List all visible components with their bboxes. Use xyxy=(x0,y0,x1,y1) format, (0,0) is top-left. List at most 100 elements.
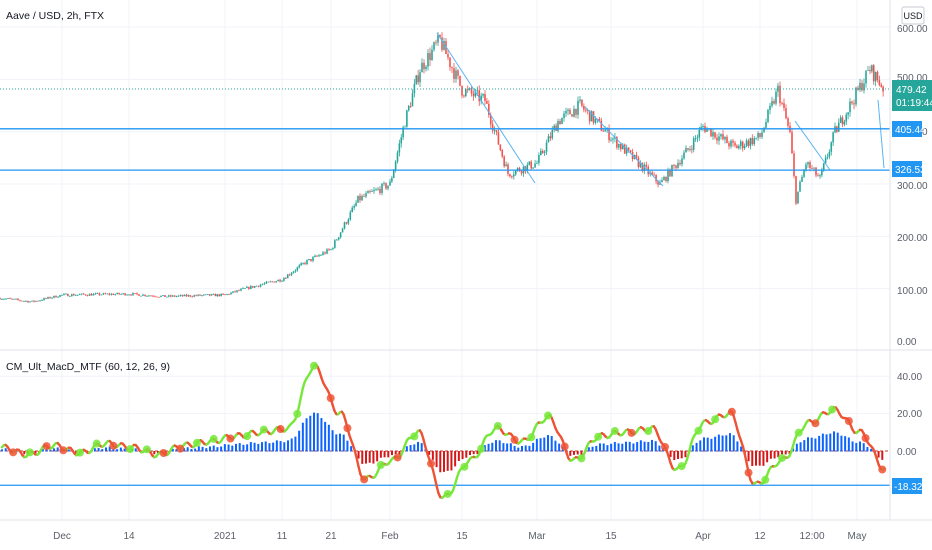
candle-body xyxy=(285,278,287,279)
candle-body xyxy=(511,176,513,178)
macd-histogram-bar xyxy=(231,445,234,452)
macd-histogram-bar xyxy=(736,441,739,452)
candle-body xyxy=(536,162,538,164)
candle-body xyxy=(488,103,490,116)
candle-body xyxy=(795,176,797,204)
candle-body xyxy=(114,294,117,295)
macd-histogram-bar xyxy=(119,447,122,452)
candle-body xyxy=(49,297,51,299)
candle-body xyxy=(657,181,659,185)
macd-histogram-bar xyxy=(387,451,390,458)
time-label-21: 21 xyxy=(325,531,337,542)
candle-body xyxy=(222,293,224,295)
macd-histogram-bar xyxy=(108,446,111,452)
candle-body xyxy=(803,169,805,177)
time-label-1200: 12:00 xyxy=(799,531,824,542)
candle-body xyxy=(459,75,461,86)
candle-body xyxy=(312,257,314,261)
candle-body xyxy=(261,284,264,285)
candle-body xyxy=(236,290,238,293)
current-price-tag xyxy=(892,80,932,111)
macd-histogram-bar xyxy=(755,451,757,466)
candle-body xyxy=(586,110,589,111)
candle-body xyxy=(55,295,57,298)
macd-cross-dot xyxy=(627,428,636,437)
candle-body xyxy=(486,101,488,104)
candle-body xyxy=(88,293,91,296)
candle-body xyxy=(618,144,620,148)
macd-histogram-bar xyxy=(305,418,308,452)
candle-body xyxy=(138,294,140,296)
macd-cross-dot xyxy=(811,419,820,428)
candle-body xyxy=(164,295,166,297)
candle-body xyxy=(306,260,308,264)
candle-body xyxy=(379,188,381,193)
candle-body xyxy=(300,263,302,266)
candle-body xyxy=(234,291,236,293)
macd-histogram-bar xyxy=(703,437,705,452)
macd-histogram-bar xyxy=(792,448,795,452)
candle-body xyxy=(259,284,262,287)
candle-body xyxy=(29,301,31,303)
currency-badge[interactable] xyxy=(901,6,925,25)
candle-body xyxy=(156,296,158,298)
macd-histogram-bar xyxy=(264,441,267,452)
macd-tick-0: 0.00 xyxy=(897,447,917,458)
macd-histogram-bar xyxy=(171,448,174,452)
macd-histogram-bar xyxy=(227,444,230,452)
macd-histogram-bar xyxy=(870,448,873,452)
macd-histogram-bar xyxy=(509,443,512,452)
macd-histogram-bar xyxy=(287,440,289,452)
candle-body xyxy=(31,300,33,302)
candle-body xyxy=(361,195,363,201)
candle-body xyxy=(19,299,21,301)
candle-body xyxy=(805,164,807,170)
candle-body xyxy=(687,148,689,150)
candle-body xyxy=(152,295,154,297)
macd-histogram-bar xyxy=(617,443,620,452)
candle-body xyxy=(433,42,435,50)
macd-histogram-bar xyxy=(810,437,813,452)
candle-body xyxy=(242,288,244,289)
macd-histogram-bar xyxy=(669,451,672,457)
candle-body xyxy=(343,222,346,229)
candle-body xyxy=(702,125,704,128)
time-label-15b: 15 xyxy=(605,531,617,542)
candle-body xyxy=(821,170,823,176)
candle-body xyxy=(1,299,3,300)
candle-body xyxy=(130,294,132,296)
macd-pane xyxy=(0,361,890,500)
candle-body xyxy=(337,237,340,240)
macd-cross-dot xyxy=(343,424,352,433)
candle-body xyxy=(643,164,646,172)
candle-body xyxy=(443,41,445,50)
candle-body xyxy=(543,151,546,153)
currency-badge-label: USD xyxy=(903,11,923,21)
candle-body xyxy=(423,62,425,70)
macd-cross-dot xyxy=(727,407,736,416)
candle-body xyxy=(283,278,285,281)
macd-histogram-bar xyxy=(524,445,527,452)
candle-body xyxy=(509,174,511,177)
candle-body xyxy=(779,85,781,104)
macd-histogram-bar xyxy=(53,448,55,452)
macd-histogram-bar xyxy=(435,451,438,468)
candle-body xyxy=(13,298,15,300)
candle-body xyxy=(365,193,367,197)
macd-cross-dot xyxy=(427,459,435,468)
macd-histogram-bar xyxy=(762,451,765,466)
macd-histogram-bar xyxy=(558,443,561,452)
macd-cross-dot xyxy=(510,435,519,444)
candle-body xyxy=(381,183,383,193)
candle-body xyxy=(330,249,332,250)
macd-histogram-bar xyxy=(472,451,475,455)
candle-body xyxy=(162,295,164,296)
indicator-title: CM_Ult_MacD_MTF (60, 12, 26, 9) xyxy=(6,361,170,373)
candle-body xyxy=(128,294,130,296)
candle-body xyxy=(248,286,250,289)
macd-histogram-bar xyxy=(101,449,104,452)
candle-body xyxy=(801,176,803,182)
candle-body xyxy=(187,295,190,297)
candle-body xyxy=(817,175,819,177)
candle-body xyxy=(84,294,87,296)
